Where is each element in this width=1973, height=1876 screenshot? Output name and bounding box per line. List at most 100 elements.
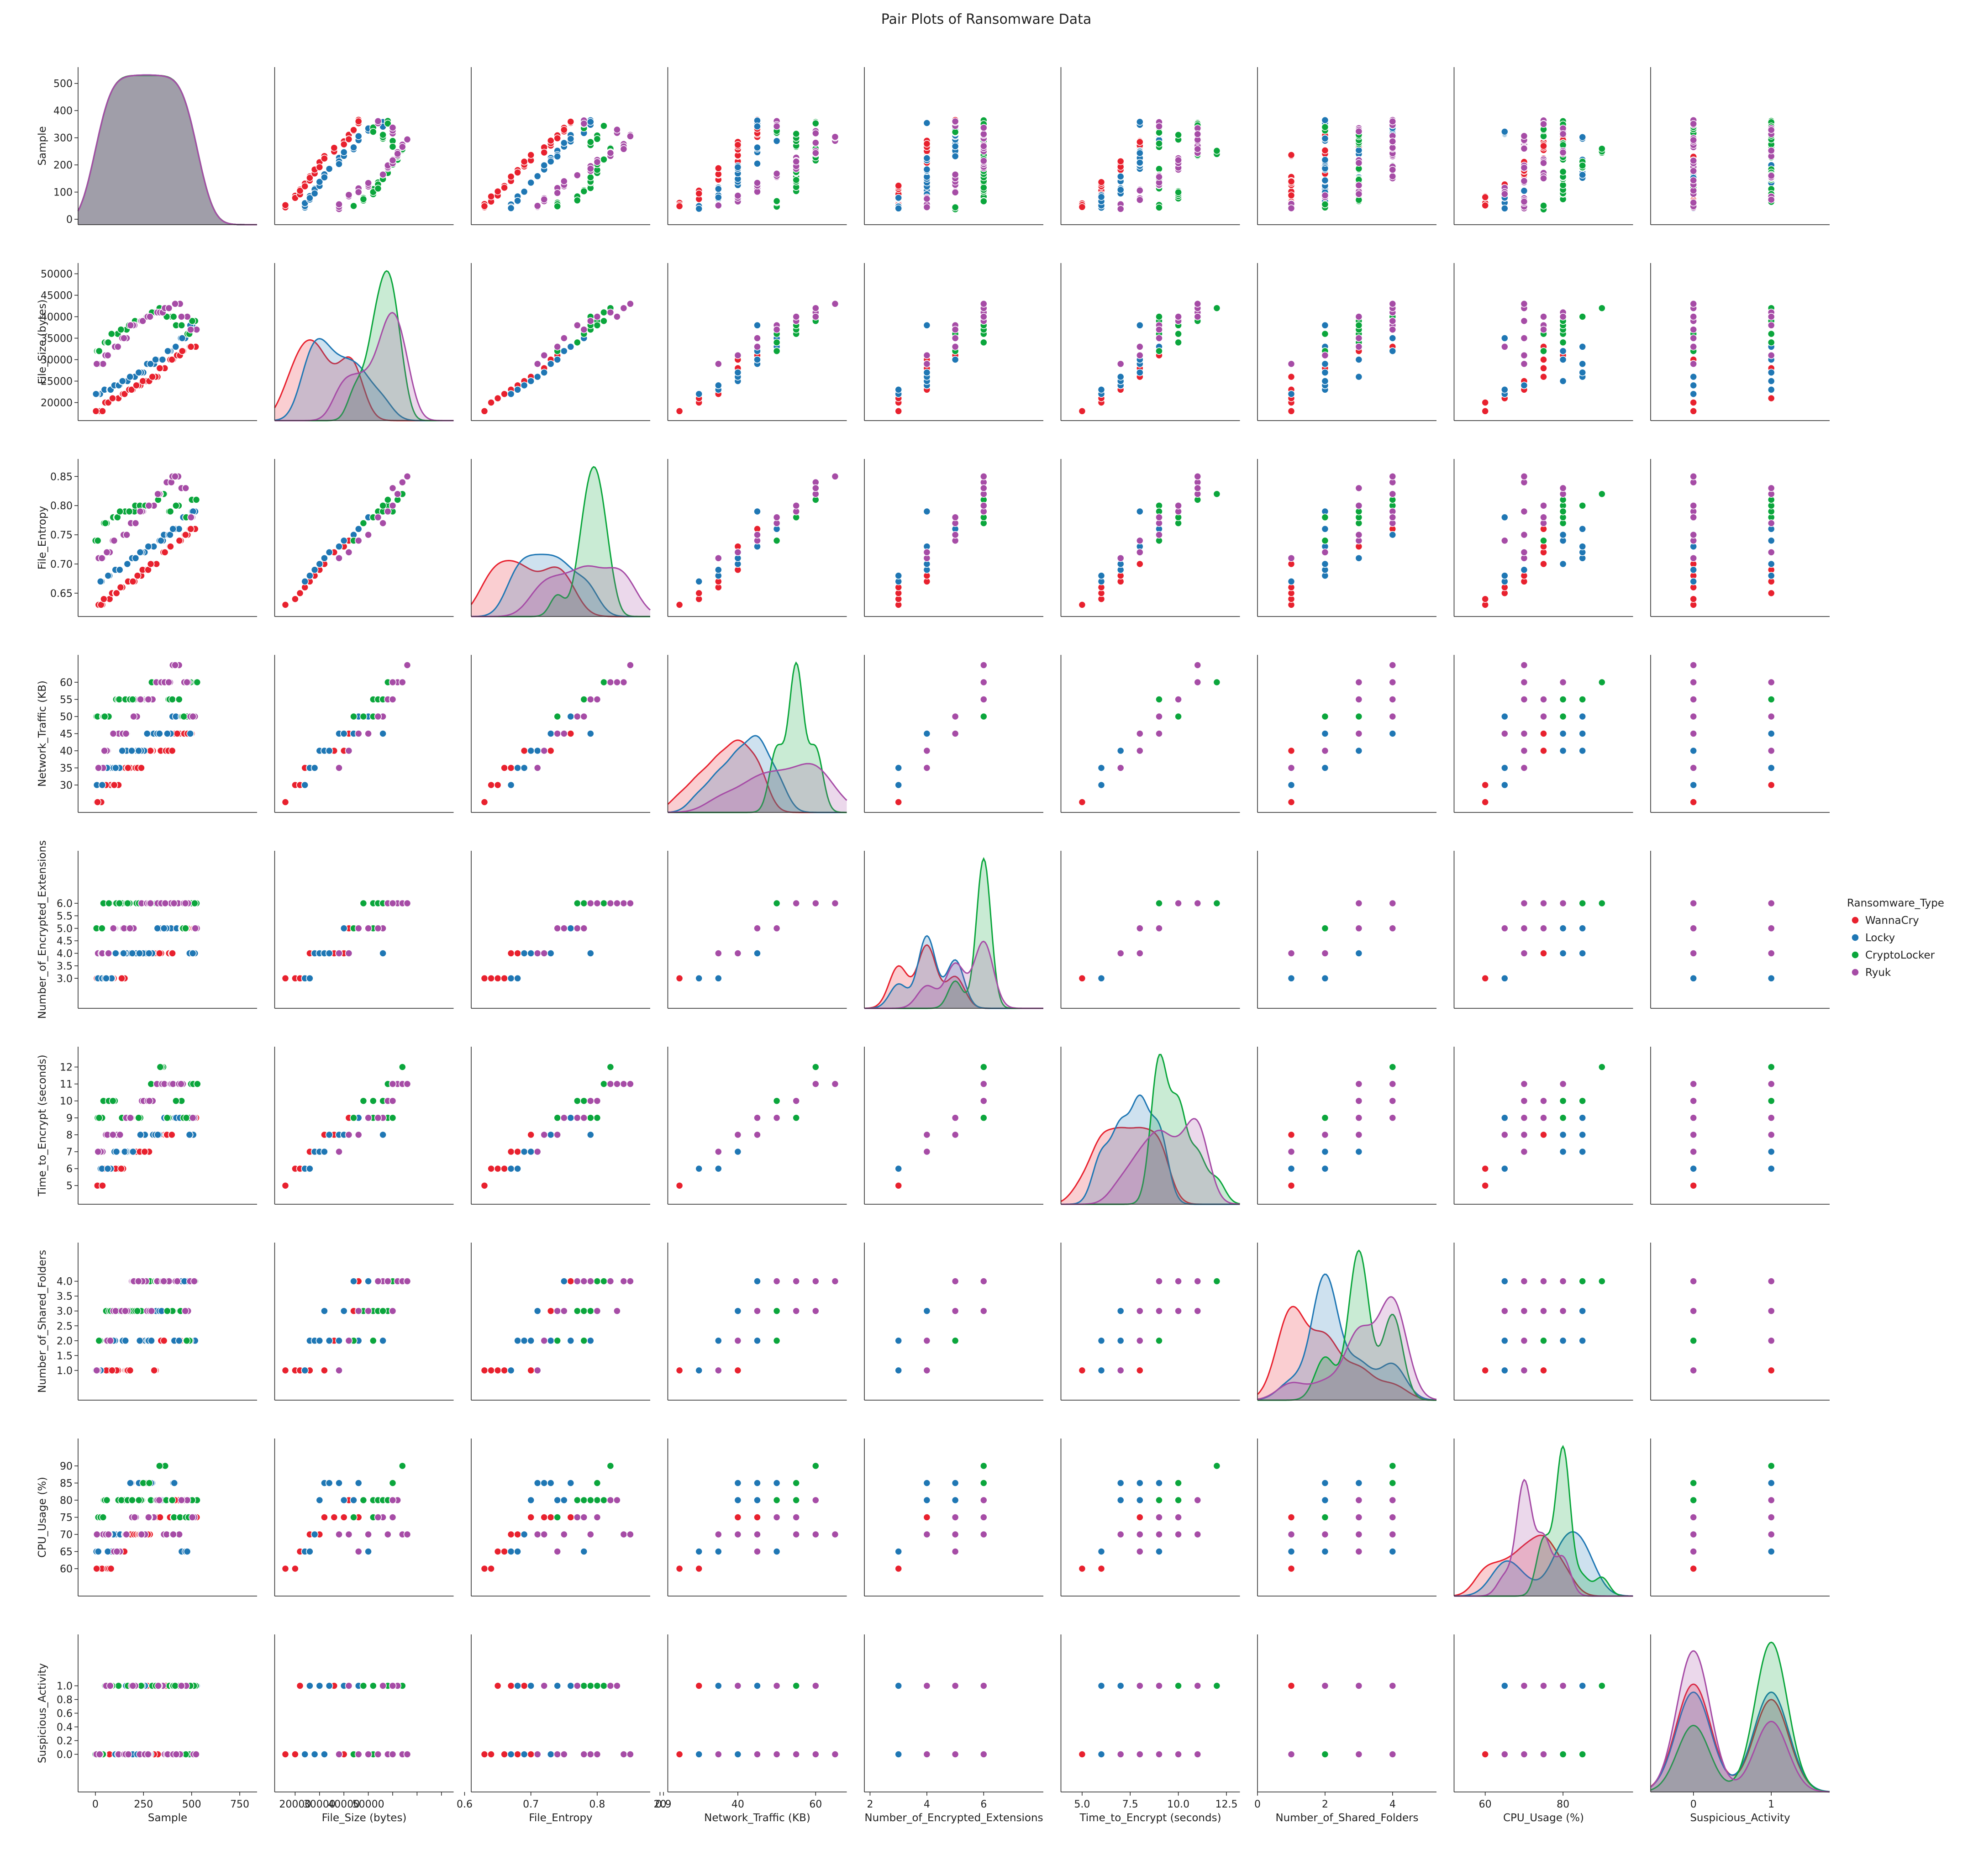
panel-Number_of_Encrypted_Extensions-vs-Suspicious_Activity <box>1650 851 1830 1009</box>
point-WannaCry <box>139 377 147 385</box>
point-Ryuk <box>1540 513 1547 522</box>
point-WannaCry <box>1321 147 1329 154</box>
point-Ryuk <box>1767 172 1775 180</box>
panel-File_Entropy-vs-Suspicious_Activity <box>1650 459 1830 617</box>
point-Ryuk <box>354 1131 363 1139</box>
y-tick-label: 2.5 <box>57 1321 73 1332</box>
point-Ryuk <box>345 747 353 755</box>
point-Ryuk <box>1194 145 1202 153</box>
point-Ryuk <box>1116 205 1125 213</box>
y-axis-label: File_Entropy <box>37 506 48 569</box>
point-CryptoLocker <box>374 184 382 193</box>
point-Locky <box>753 1479 761 1487</box>
point-Ryuk <box>540 747 548 755</box>
point-WannaCry <box>168 747 176 755</box>
point-WannaCry <box>99 1181 106 1190</box>
point-Locky <box>1321 116 1329 124</box>
point-Ryuk <box>573 321 581 329</box>
point-WannaCry <box>99 407 106 415</box>
point-Locky <box>520 1530 528 1539</box>
point-Ryuk <box>165 304 173 312</box>
point-Ryuk <box>951 170 959 179</box>
point-Ryuk <box>923 747 931 755</box>
point-Ryuk <box>613 126 621 134</box>
point-Ryuk <box>364 531 372 539</box>
point-Ryuk <box>335 949 343 957</box>
point-Ryuk <box>1540 899 1547 907</box>
point-Ryuk <box>1174 501 1182 510</box>
point-CryptoLocker <box>580 187 588 195</box>
point-Ryuk <box>1136 730 1144 738</box>
point-Ryuk <box>1501 343 1509 351</box>
point-CryptoLocker <box>1213 1277 1221 1285</box>
point-Locky <box>567 1479 575 1487</box>
point-Ryuk <box>1501 924 1509 933</box>
point-WannaCry <box>1481 201 1489 210</box>
point-Ryuk <box>146 313 154 321</box>
point-Ryuk <box>580 1277 588 1285</box>
point-CryptoLocker <box>104 338 112 347</box>
point-Ryuk <box>734 949 742 957</box>
point-Ryuk <box>93 360 101 368</box>
point-Ryuk <box>1355 343 1363 351</box>
point-Ryuk <box>980 313 988 321</box>
point-Ryuk <box>613 1496 621 1504</box>
kde-fill-Locky <box>78 75 257 225</box>
point-CryptoLocker <box>980 1063 988 1071</box>
point-Locky <box>1501 513 1509 522</box>
y-tick-label: 0.85 <box>50 471 73 483</box>
point-Ryuk <box>812 149 820 157</box>
point-Ryuk <box>1689 1131 1697 1139</box>
point-WannaCry <box>487 1565 495 1573</box>
point-CryptoLocker <box>1155 204 1163 211</box>
point-Locky <box>715 1548 722 1555</box>
point-CryptoLocker <box>399 1462 406 1470</box>
point-Ryuk <box>134 1277 142 1285</box>
panel-File_Size (bytes)-vs-File_Size (bytes) <box>274 263 454 422</box>
point-Ryuk <box>715 1366 722 1375</box>
point-CryptoLocker <box>580 696 588 703</box>
point-Ryuk <box>389 1080 397 1088</box>
point-Locky <box>1116 1307 1125 1315</box>
point-Locky <box>1767 730 1775 738</box>
point-Locky <box>1155 1479 1163 1487</box>
point-CryptoLocker <box>1213 304 1221 312</box>
point-Locky <box>94 1548 102 1555</box>
point-CryptoLocker <box>163 1307 171 1315</box>
kde-fill-Locky <box>274 338 454 421</box>
point-WannaCry <box>1078 601 1086 609</box>
point-Locky <box>1355 356 1363 364</box>
point-Locky <box>695 205 703 213</box>
point-Locky <box>163 730 171 738</box>
point-Ryuk <box>1689 343 1697 351</box>
point-Locky <box>1559 356 1567 364</box>
point-Ryuk <box>374 1513 382 1521</box>
point-Ryuk <box>1194 300 1202 308</box>
point-Locky <box>1097 975 1105 982</box>
point-Ryuk <box>792 158 800 166</box>
point-Locky <box>553 356 561 364</box>
point-Ryuk <box>951 326 959 333</box>
point-Ryuk <box>389 678 397 686</box>
point-CryptoLocker <box>1213 490 1221 498</box>
point-Locky <box>1287 1165 1295 1173</box>
point-Locky <box>335 1337 343 1345</box>
point-Ryuk <box>831 1277 839 1285</box>
point-WannaCry <box>281 798 289 806</box>
point-Ryuk <box>792 1097 800 1105</box>
point-Ryuk <box>606 1496 615 1504</box>
kde-fill-CryptoLocker <box>274 271 454 421</box>
point-Locky <box>1501 1165 1509 1173</box>
point-Locky <box>547 1479 555 1487</box>
point-Ryuk <box>980 1513 988 1521</box>
panel-Sample-vs-File_Entropy <box>471 67 650 225</box>
point-CryptoLocker <box>600 122 608 130</box>
point-Locky <box>1501 205 1509 212</box>
point-CryptoLocker <box>359 519 368 527</box>
point-WannaCry <box>1287 1131 1295 1139</box>
point-Ryuk <box>1355 127 1363 135</box>
point-Ryuk <box>1174 1307 1182 1315</box>
point-Ryuk <box>182 484 189 492</box>
point-Locky <box>951 152 959 160</box>
